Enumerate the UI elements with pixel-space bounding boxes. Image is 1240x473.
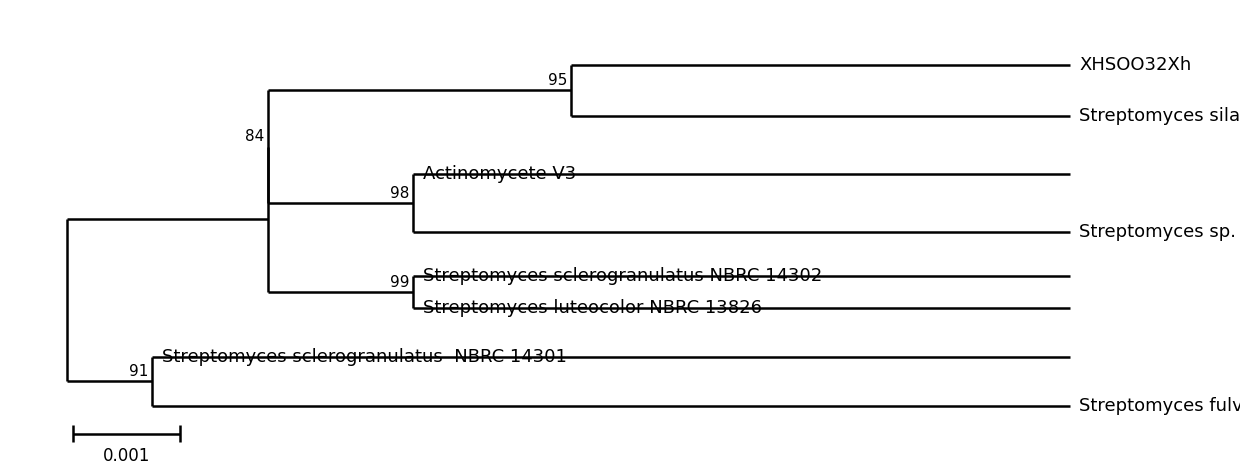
Text: 98: 98 [391, 185, 409, 201]
Text: Actinomycete V3: Actinomycete V3 [423, 165, 577, 183]
Text: XHSOO32Xh: XHSOO32Xh [1079, 56, 1192, 74]
Text: 95: 95 [548, 73, 568, 88]
Text: Streptomyces silaceus strain CB5G6: Streptomyces silaceus strain CB5G6 [1079, 107, 1240, 125]
Text: Streptomyces sp. WT5: Streptomyces sp. WT5 [1079, 223, 1240, 241]
Text: 91: 91 [129, 364, 149, 379]
Text: Streptomyces sclerogranulatus NBRC 14302: Streptomyces sclerogranulatus NBRC 14302 [423, 267, 822, 285]
Text: Streptomyces fulvissimus partial: Streptomyces fulvissimus partial [1079, 397, 1240, 415]
Text: Streptomyces luteocolor NBRC 13826: Streptomyces luteocolor NBRC 13826 [423, 299, 763, 317]
Text: 84: 84 [244, 130, 264, 144]
Text: 99: 99 [391, 275, 409, 290]
Text: 0.001: 0.001 [103, 447, 150, 465]
Text: Streptomyces sclerogranulatus  NBRC 14301: Streptomyces sclerogranulatus NBRC 14301 [162, 348, 567, 366]
